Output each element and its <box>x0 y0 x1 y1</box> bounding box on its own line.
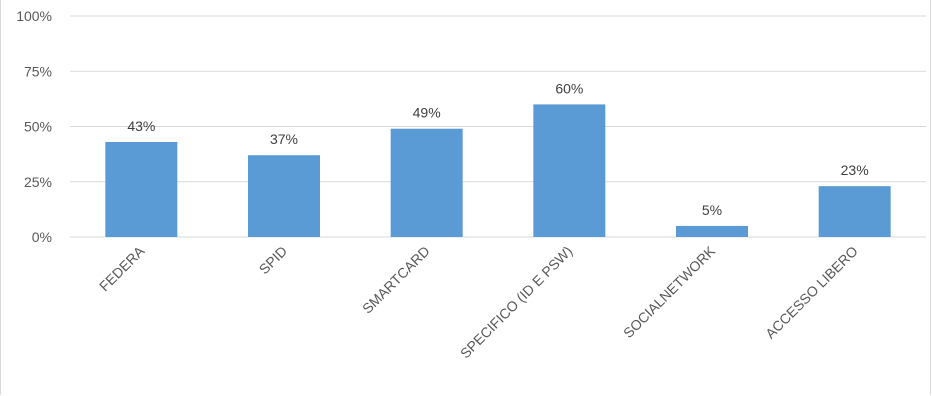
x-category-label: SMARTCARD <box>359 243 433 317</box>
data-label: 43% <box>127 118 155 134</box>
data-label: 37% <box>270 131 298 147</box>
data-label: 60% <box>555 80 583 96</box>
y-tick-label: 75% <box>24 63 52 79</box>
y-tick-label: 100% <box>16 8 52 24</box>
bar-0 <box>105 141 178 237</box>
data-label: 5% <box>702 202 722 218</box>
data-label: 49% <box>413 105 441 121</box>
y-tick-label: 0% <box>32 229 52 245</box>
data-label: 23% <box>841 162 869 178</box>
x-category-label: SPECIFICO (ID E PSW) <box>457 243 576 362</box>
x-category-label: SOCIALNETWORK <box>620 242 719 341</box>
bar-1 <box>248 155 320 237</box>
bar-4 <box>676 225 748 237</box>
x-category-label: SPID <box>256 243 290 277</box>
x-category-label: ACCESSO LIBERO <box>762 243 861 342</box>
y-tick-label: 50% <box>24 119 52 135</box>
bar-2 <box>390 128 463 237</box>
bar-3 <box>533 104 606 238</box>
x-category-label: FEDERA <box>96 242 148 294</box>
y-tick-label: 25% <box>24 174 52 190</box>
bar-5 <box>818 186 891 237</box>
